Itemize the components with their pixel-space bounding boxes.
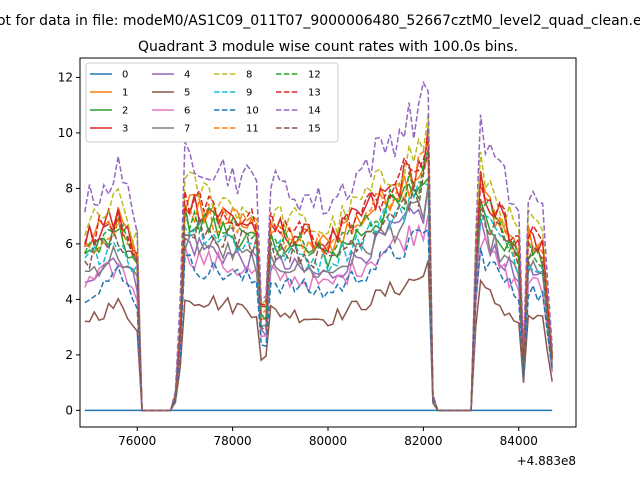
series-line-8 (84, 113, 553, 412)
legend-label-11: 11 (246, 124, 259, 135)
legend-label-6: 6 (184, 106, 190, 117)
series-line-10 (84, 228, 553, 412)
series-lines (84, 80, 553, 412)
legend-label-7: 7 (184, 124, 190, 135)
legend-label-2: 2 (122, 106, 128, 117)
y-tick-label-4: 4 (65, 292, 73, 306)
y-tick-label-12: 12 (58, 70, 73, 84)
legend-label-9: 9 (246, 88, 252, 99)
y-tick-label-2: 2 (65, 348, 73, 362)
legend-label-5: 5 (184, 88, 190, 99)
series-line-15 (84, 148, 553, 412)
series-line-2 (84, 175, 553, 412)
legend-label-14: 14 (308, 106, 321, 117)
y-tick-label-8: 8 (65, 181, 73, 195)
y-tick-label-6: 6 (65, 237, 73, 251)
legend-label-4: 4 (184, 70, 190, 81)
y-tick-label-10: 10 (58, 126, 73, 140)
x-axis: 76000 78000 80000 82000 84000 (118, 427, 538, 448)
x-tick-label-82000: 82000 (404, 434, 442, 448)
x-offset-label: +4.883e8 (517, 454, 576, 468)
figure-suptitle: Plot for data in file: modeM0/AS1C09_011… (0, 13, 640, 29)
x-tick-label-84000: 84000 (500, 434, 538, 448)
legend-label-13: 13 (308, 88, 321, 99)
legend-label-3: 3 (122, 124, 128, 135)
x-tick-label-80000: 80000 (309, 434, 347, 448)
x-tick-label-78000: 78000 (214, 434, 252, 448)
x-tick-label-76000: 76000 (118, 434, 156, 448)
legend-box (85, 62, 339, 143)
chart-title: Quadrant 3 module wise count rates with … (138, 39, 518, 55)
legend-label-1: 1 (122, 88, 128, 99)
y-axis: 0 2 4 6 8 10 12 (58, 70, 80, 417)
legend-label-12: 12 (308, 70, 321, 81)
series-line-3 (84, 126, 553, 412)
legend-label-0: 0 (122, 70, 128, 81)
legend-label-8: 8 (246, 70, 252, 81)
y-tick-label-0: 0 (65, 403, 73, 417)
legend-label-15: 15 (308, 124, 321, 135)
legend-label-10: 10 (246, 106, 259, 117)
